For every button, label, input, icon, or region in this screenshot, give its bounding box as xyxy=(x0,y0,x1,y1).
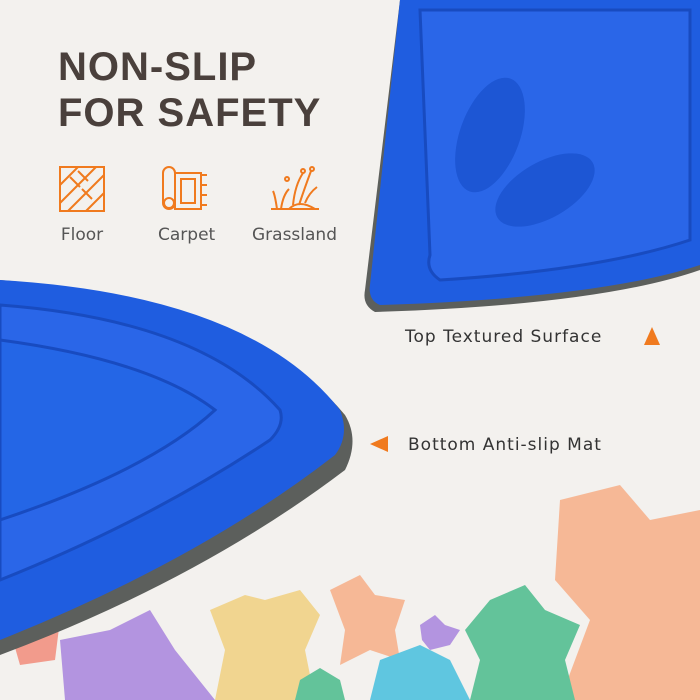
surface-floor: Floor xyxy=(58,165,106,245)
surface-label: Grassland xyxy=(252,225,337,245)
surface-carpet: Carpet xyxy=(158,165,215,245)
grass-icon xyxy=(270,166,319,210)
carpet-roll-icon xyxy=(161,166,207,210)
headline-line-1: NON-SLIP xyxy=(58,45,258,89)
top-product-view xyxy=(364,0,700,312)
floor-tiles-icon xyxy=(59,166,105,212)
surface-grassland: Grassland xyxy=(252,165,337,245)
headline-line-2: FOR SAFETY xyxy=(58,91,322,135)
arrow-left-icon xyxy=(370,436,388,452)
top-surface-callout: Top Textured Surface xyxy=(405,327,603,347)
surface-label: Carpet xyxy=(158,225,216,245)
arrow-up-icon xyxy=(644,327,660,345)
surface-label: Floor xyxy=(60,225,104,245)
headline: NON-SLIP FOR SAFETY xyxy=(58,44,321,136)
bottom-product-view xyxy=(0,280,353,655)
bottom-mat-callout: Bottom Anti-slip Mat xyxy=(408,435,602,455)
